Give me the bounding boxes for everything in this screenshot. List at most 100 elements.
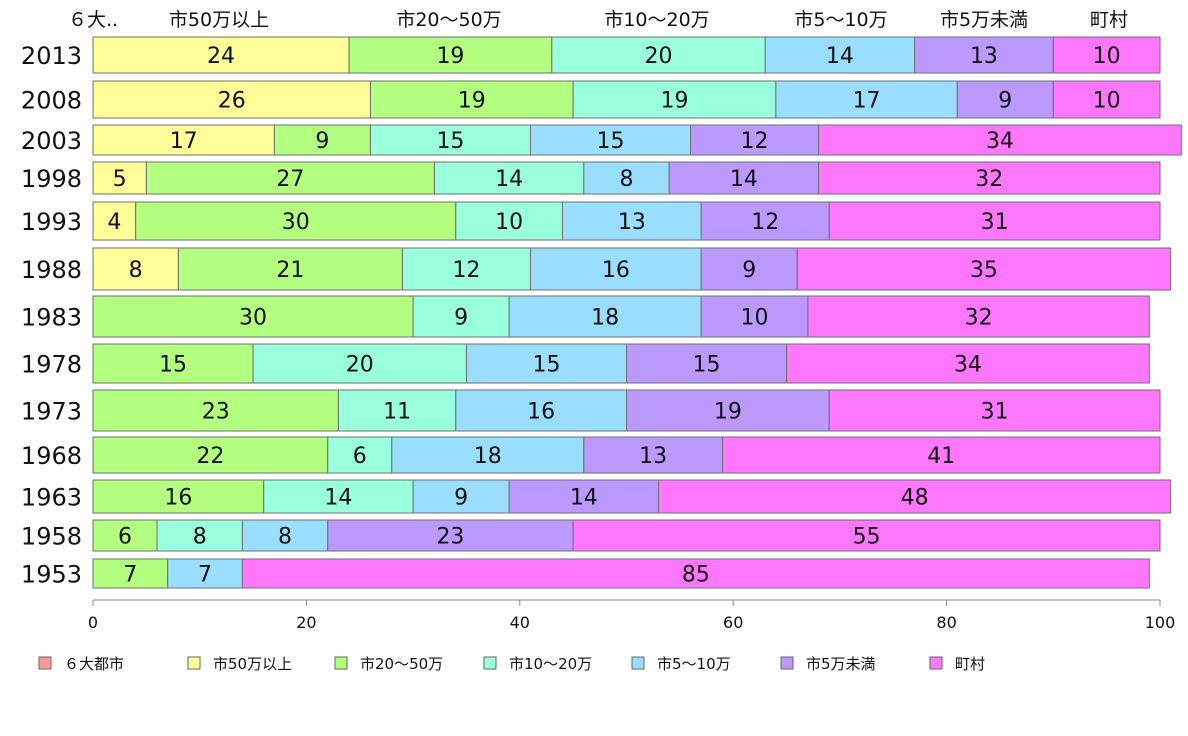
data-label: 16 <box>527 400 555 425</box>
category-label: 1963 <box>21 484 82 512</box>
bar-segment <box>700 201 830 241</box>
bar-segment <box>327 436 393 474</box>
column-header-label: 町村 <box>1090 9 1128 31</box>
legend-swatch <box>780 656 794 670</box>
bar-segment <box>572 80 777 119</box>
legend-swatch <box>631 656 645 670</box>
data-label: 12 <box>452 258 480 283</box>
bar-segment <box>348 36 553 74</box>
category-label: 1958 <box>21 523 82 551</box>
data-label: 16 <box>602 258 630 283</box>
bar-segment <box>529 247 702 291</box>
data-label: 7 <box>123 563 137 588</box>
data-label: 21 <box>276 258 304 283</box>
data-label: 17 <box>170 129 198 154</box>
data-label: 13 <box>639 444 667 469</box>
data-label: 19 <box>661 89 689 114</box>
bar-segment <box>818 124 1182 156</box>
bar-row: 1998 5 27 14 8 14 32 <box>21 161 1161 195</box>
data-label: 31 <box>981 210 1009 235</box>
category-label: 1998 <box>21 165 82 193</box>
bar-segment <box>92 389 339 432</box>
bar-segment <box>92 558 169 589</box>
column-header-labels: ６大.. 市50万以上 市20～50万 市10～20万 市5～10万 市5万未満 町村 <box>68 9 1128 31</box>
data-label: 10 <box>495 210 523 235</box>
legend-label: 市20～50万 <box>360 655 443 673</box>
column-header-label: 市10～20万 <box>604 9 709 31</box>
data-label: 14 <box>730 167 758 192</box>
data-label: 23 <box>436 525 464 550</box>
column-header-label: 市5～10万 <box>794 9 887 31</box>
bar-segment <box>529 124 692 156</box>
legend-item: 市5～10万 <box>631 655 731 673</box>
x-tick-label: 80 <box>936 613 956 632</box>
legend-swatch <box>929 656 943 670</box>
bar-segment <box>786 343 1150 384</box>
bar-segment <box>273 124 371 156</box>
data-label: 35 <box>970 258 998 283</box>
data-label: 34 <box>986 129 1014 154</box>
category-label: 1973 <box>21 398 82 426</box>
data-label: 9 <box>742 258 756 283</box>
bar-segment <box>92 247 179 291</box>
data-label: 18 <box>474 444 502 469</box>
data-label: 23 <box>202 400 230 425</box>
category-label: 2013 <box>21 42 82 70</box>
data-label: 20 <box>346 353 374 378</box>
bar-row: 1973 23 11 16 19 31 <box>21 389 1161 432</box>
bar-segment <box>626 389 830 432</box>
data-label: 12 <box>751 210 779 235</box>
data-label: 14 <box>495 167 523 192</box>
data-label: 26 <box>218 89 246 114</box>
data-label: 9 <box>454 306 468 331</box>
data-label: 8 <box>278 525 292 550</box>
bar-row: 2008 26 19 19 17 9 10 <box>21 80 1161 119</box>
legend-item: 市50万以上 <box>187 655 292 673</box>
legend-item: 市20～50万 <box>334 655 443 673</box>
data-label: 55 <box>853 525 881 550</box>
bar-segment <box>92 519 158 552</box>
category-label: 1968 <box>21 442 82 470</box>
data-label: 17 <box>853 89 881 114</box>
bar-segment <box>92 124 275 156</box>
bar-segment <box>92 295 414 338</box>
data-label: 11 <box>383 400 411 425</box>
bar-segment <box>241 558 1150 589</box>
data-label: 41 <box>927 444 955 469</box>
bar-segment <box>433 161 585 195</box>
bar-row: 1963 16 14 9 14 48 <box>21 479 1172 514</box>
legend-item: 町村 <box>929 655 985 673</box>
data-label: 9 <box>454 486 468 511</box>
bar-segment <box>92 36 350 74</box>
data-label: 10 <box>741 306 769 331</box>
data-label: 19 <box>714 400 742 425</box>
category-label: 2003 <box>21 127 82 155</box>
data-label: 27 <box>276 167 304 192</box>
bar-segment <box>572 519 1161 552</box>
data-label: 20 <box>645 44 673 69</box>
data-label: 15 <box>693 353 721 378</box>
data-label: 8 <box>193 525 207 550</box>
x-tick-label: 0 <box>88 613 98 632</box>
data-label: 32 <box>975 167 1003 192</box>
legend-label: ６大都市 <box>64 655 124 673</box>
bar-segment <box>796 247 1172 291</box>
column-header-label: ６大.. <box>68 9 118 31</box>
data-label: 22 <box>196 444 224 469</box>
bar-segment <box>92 479 265 514</box>
data-label: 7 <box>198 563 212 588</box>
x-tick-label: 100 <box>1145 613 1176 632</box>
category-label: 1953 <box>21 561 82 589</box>
data-label: 30 <box>282 210 310 235</box>
bar-segment <box>455 201 563 241</box>
legend-label: 市10～20万 <box>509 655 592 673</box>
x-axis: 0 20 40 60 80 100 <box>88 599 1176 632</box>
bar-segment <box>412 479 510 514</box>
x-tick-label: 40 <box>510 613 530 632</box>
data-label: 85 <box>682 563 710 588</box>
data-label: 24 <box>207 44 235 69</box>
category-label: 1988 <box>21 256 82 284</box>
bar-row: 1983 30 9 18 10 32 <box>21 295 1150 338</box>
bar-segment <box>818 161 1161 195</box>
bar-segment <box>828 389 1161 432</box>
